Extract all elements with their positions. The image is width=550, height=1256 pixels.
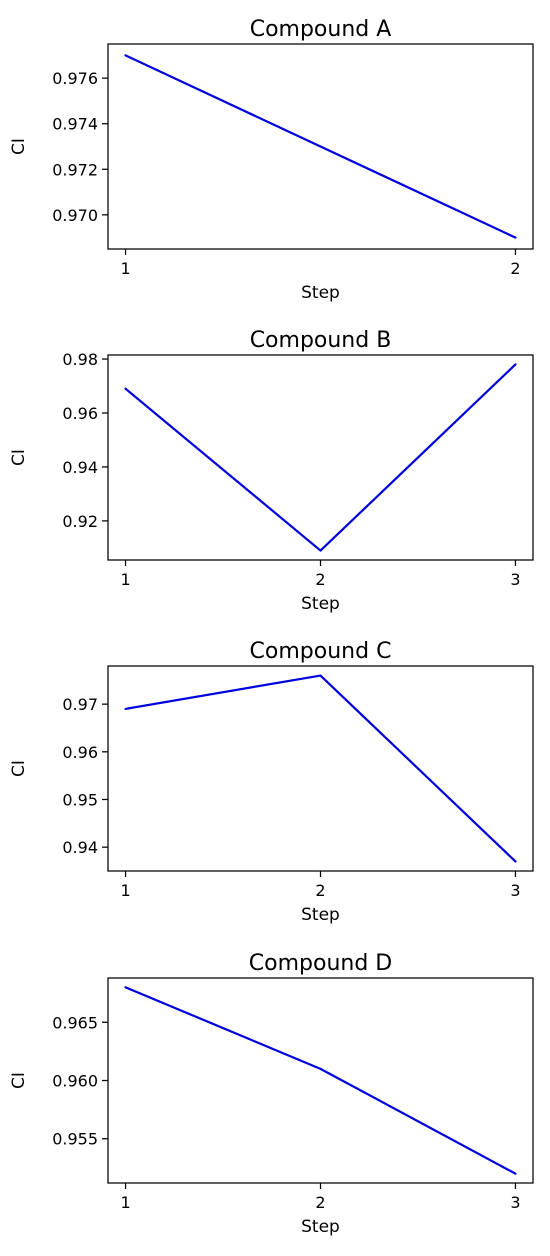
chart-title: Compound B bbox=[250, 328, 392, 353]
chart-panels: Compound A1 20.9700.9720.9740.976StepCICo… bbox=[9, 17, 534, 1237]
y-tick-label: 0.97 bbox=[62, 695, 98, 714]
x-tick-label: 2 bbox=[510, 259, 520, 278]
y-tick-label: 0.974 bbox=[52, 115, 98, 134]
x-tick-label: 1 bbox=[120, 259, 130, 278]
chart-title: Compound A bbox=[250, 17, 392, 42]
y-tick-label: 0.960 bbox=[52, 1072, 98, 1091]
x-tick-label: 2 bbox=[315, 1193, 325, 1212]
x-tick-label: 3 bbox=[510, 1193, 520, 1212]
y-tick-label: 0.94 bbox=[62, 838, 98, 857]
y-tick-label: 0.96 bbox=[62, 743, 98, 762]
y-tick-label: 0.970 bbox=[52, 206, 98, 225]
x-tick-label: 2 bbox=[315, 881, 325, 900]
y-axis-label: CI bbox=[9, 1072, 29, 1089]
data-line bbox=[124, 363, 517, 552]
x-axis-label: Step bbox=[301, 905, 340, 925]
plot-area-frame bbox=[107, 977, 534, 1184]
data-line bbox=[124, 986, 517, 1175]
y-tick-label: 0.965 bbox=[52, 1013, 98, 1032]
x-tick-label: 1 bbox=[120, 1193, 130, 1212]
chart-title: Compound C bbox=[250, 639, 392, 664]
y-tick-label: 0.955 bbox=[52, 1130, 98, 1149]
x-axis-label: Step bbox=[301, 283, 340, 303]
y-axis-label: CI bbox=[9, 138, 29, 155]
x-tick-label: 1 bbox=[120, 881, 130, 900]
plot-area-frame bbox=[107, 354, 534, 561]
y-tick-label: 0.92 bbox=[62, 512, 98, 531]
x-axis-label: Step bbox=[301, 1217, 340, 1237]
x-tick-label: 3 bbox=[510, 570, 520, 589]
y-tick-label: 0.976 bbox=[52, 69, 98, 88]
chart-panel: Compound B 1 2 3 0.92 0.94 0.96 0.98 Step CI bbox=[9, 328, 534, 614]
chart-title: Compound D bbox=[249, 951, 392, 976]
y-tick-label: 0.96 bbox=[62, 404, 98, 423]
x-tick-label: 2 bbox=[315, 570, 325, 589]
y-tick-label: 0.95 bbox=[62, 790, 98, 809]
y-axis-label: CI bbox=[9, 760, 29, 777]
chart-panel: Compound C 1 2 3 0.94 0.95 0.96 0.97 Step CI bbox=[9, 639, 534, 925]
chart-panel: Compound D 1 2 3 0.955 0.960 0.965 Step CI bbox=[9, 951, 534, 1237]
chart-panel: Compound A 1 2 0.970 0.972 0.974 0.976 Step CI bbox=[9, 17, 534, 303]
y-tick-label: 0.94 bbox=[62, 458, 98, 477]
plot-area-frame bbox=[107, 43, 534, 250]
y-axis-label: CI bbox=[9, 449, 29, 466]
y-tick-label: 0.98 bbox=[62, 350, 98, 369]
data-line bbox=[124, 674, 517, 863]
y-tick-label: 0.972 bbox=[52, 160, 98, 179]
plot-area-frame bbox=[107, 665, 534, 872]
data-line bbox=[124, 54, 517, 239]
x-tick-label: 1 bbox=[120, 570, 130, 589]
x-tick-label: 3 bbox=[510, 881, 520, 900]
x-axis-label: Step bbox=[301, 594, 340, 614]
